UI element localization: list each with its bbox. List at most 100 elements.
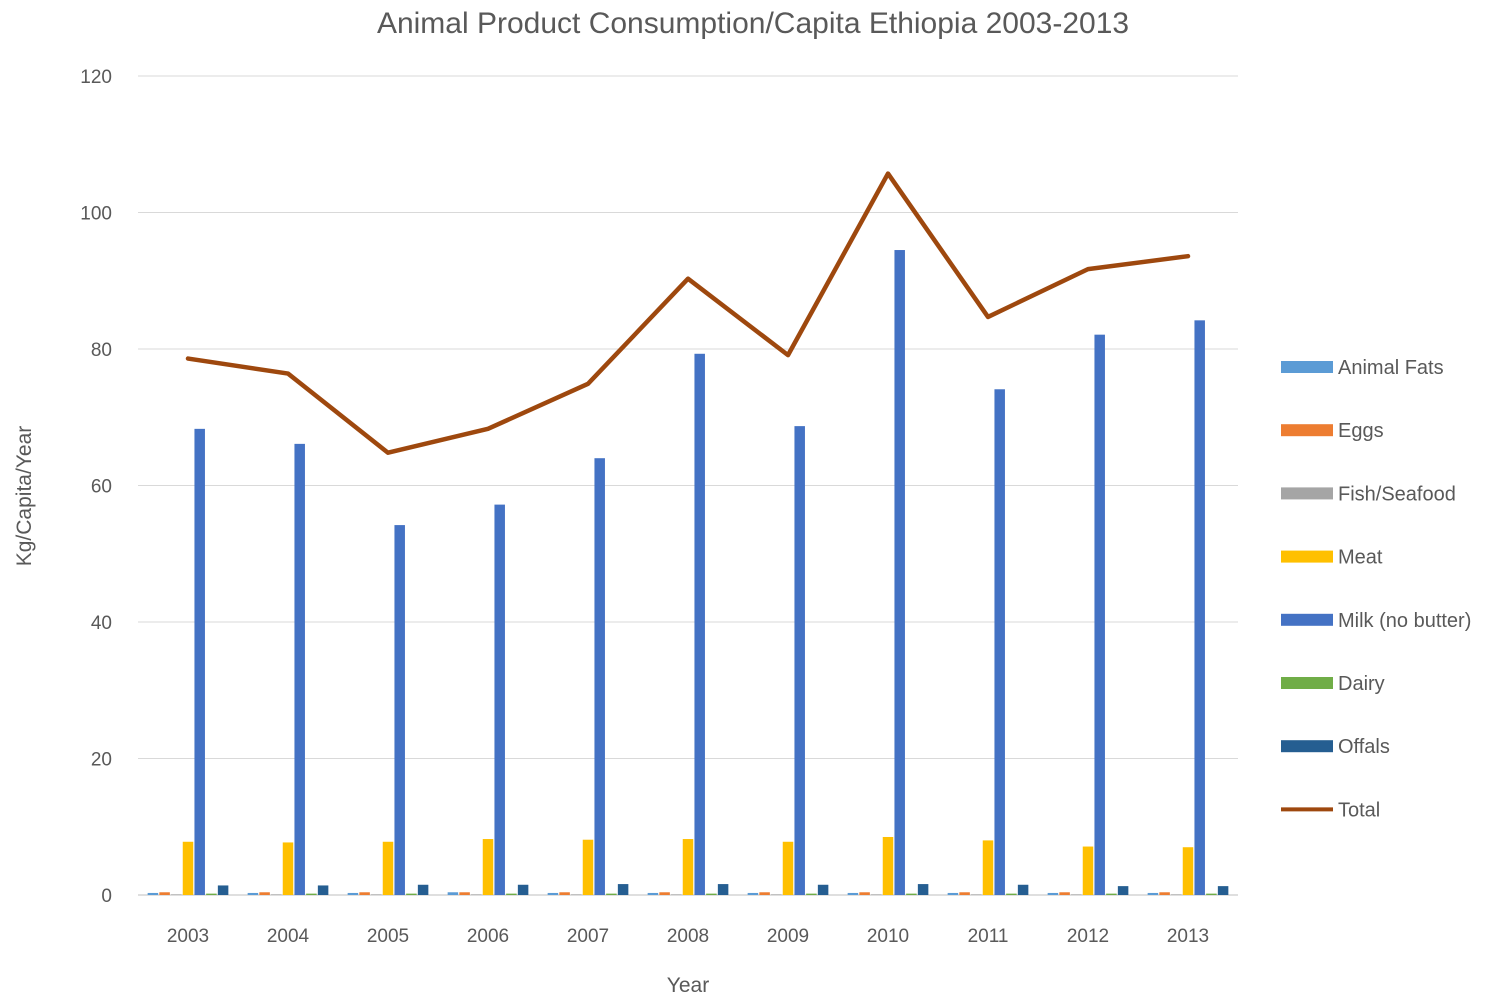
bar-eggs-2013 bbox=[1159, 892, 1170, 895]
bar-eggs-2011 bbox=[959, 892, 970, 895]
bar-dairy-2006 bbox=[506, 893, 517, 895]
legend-swatch bbox=[1281, 487, 1333, 500]
bar-animal-fats-2003 bbox=[147, 892, 159, 895]
x-tick-label: 2004 bbox=[267, 926, 310, 947]
bar-eggs-2009 bbox=[759, 892, 770, 895]
legend-label: Dairy bbox=[1338, 673, 1385, 695]
legend-label: Animal Fats bbox=[1338, 357, 1444, 379]
bar-milk-no-butter-2013 bbox=[1194, 320, 1205, 896]
x-tick-label: 2005 bbox=[367, 926, 409, 947]
bar-animal-fats-2004 bbox=[247, 892, 259, 895]
bar-milk-no-butter-2003 bbox=[194, 428, 205, 895]
bar-offals-2009 bbox=[817, 884, 829, 895]
bar-offals-2006 bbox=[517, 884, 529, 895]
bar-meat-2006 bbox=[482, 839, 494, 895]
legend-item: Milk (no butter) bbox=[1281, 610, 1471, 632]
x-tick-label: 2006 bbox=[467, 926, 509, 947]
y-tick-label: 40 bbox=[91, 613, 112, 634]
bar-offals-2013 bbox=[1217, 886, 1229, 895]
bar-fish-seafood-2012 bbox=[1071, 894, 1082, 895]
bar-meat-2012 bbox=[1082, 846, 1094, 895]
bar-milk-no-butter-2007 bbox=[594, 458, 605, 895]
bar-meat-2010 bbox=[882, 836, 894, 895]
legend-label: Eggs bbox=[1338, 420, 1384, 442]
legend-item: Dairy bbox=[1281, 673, 1385, 695]
bar-offals-2004 bbox=[317, 885, 329, 895]
bar-eggs-2007 bbox=[559, 892, 570, 895]
bar-meat-2008 bbox=[682, 839, 694, 895]
bar-dairy-2004 bbox=[306, 893, 317, 895]
bar-eggs-2010 bbox=[859, 892, 870, 895]
bar-meat-2011 bbox=[982, 840, 994, 895]
total-line bbox=[185, 171, 1191, 455]
legend-label: Meat bbox=[1338, 547, 1383, 569]
legend-item: Offals bbox=[1281, 736, 1390, 758]
bar-dairy-2011 bbox=[1006, 893, 1017, 895]
bar-milk-no-butter-2008 bbox=[694, 353, 705, 896]
bar-offals-2007 bbox=[617, 884, 629, 895]
bars bbox=[147, 250, 1229, 896]
bar-animal-fats-2010 bbox=[847, 892, 859, 895]
bar-dairy-2008 bbox=[706, 893, 717, 895]
bar-eggs-2008 bbox=[659, 892, 670, 895]
bar-animal-fats-2011 bbox=[947, 892, 959, 895]
x-tick-label: 2003 bbox=[167, 926, 209, 947]
bar-offals-2010 bbox=[917, 884, 929, 895]
bar-animal-fats-2008 bbox=[647, 892, 659, 895]
bar-animal-fats-2012 bbox=[1047, 892, 1059, 895]
line-total bbox=[185, 171, 1191, 455]
legend-swatch bbox=[1281, 550, 1333, 563]
legend-label: Offals bbox=[1338, 736, 1390, 758]
bar-dairy-2009 bbox=[806, 893, 817, 895]
legend-item: Total bbox=[1281, 799, 1380, 821]
bar-milk-no-butter-2012 bbox=[1094, 334, 1105, 896]
legend-label: Fish/Seafood bbox=[1338, 483, 1456, 505]
y-tick-label: 100 bbox=[80, 204, 112, 225]
bar-fish-seafood-2003 bbox=[171, 894, 182, 895]
bar-meat-2005 bbox=[382, 841, 394, 895]
y-tick-label: 20 bbox=[91, 750, 112, 771]
bar-meat-2004 bbox=[282, 842, 294, 895]
bar-fish-seafood-2008 bbox=[671, 894, 682, 895]
x-tick-label: 2009 bbox=[767, 926, 809, 947]
bar-dairy-2010 bbox=[906, 893, 917, 895]
y-tick-label: 0 bbox=[101, 886, 112, 907]
legend-item: Animal Fats bbox=[1281, 357, 1444, 379]
bar-animal-fats-2009 bbox=[747, 892, 759, 895]
bar-milk-no-butter-2005 bbox=[394, 525, 405, 895]
bar-offals-2003 bbox=[217, 885, 229, 895]
bar-milk-no-butter-2004 bbox=[294, 443, 305, 895]
legend: Animal Fats Eggs Fish/Seafood Meat Milk (no … bbox=[1281, 357, 1471, 821]
x-axis-ticks: 2003 2004 2005 2006 2007 2008 2009 2010 2011 2012… bbox=[167, 926, 1209, 947]
bar-animal-fats-2013 bbox=[1147, 892, 1159, 895]
bar-fish-seafood-2010 bbox=[871, 894, 882, 895]
bar-offals-2012 bbox=[1117, 886, 1129, 895]
bar-dairy-2003 bbox=[206, 893, 217, 895]
bar-fish-seafood-2007 bbox=[571, 894, 582, 895]
gridlines bbox=[138, 75, 1238, 896]
legend-swatch bbox=[1281, 424, 1333, 437]
bar-eggs-2006 bbox=[459, 892, 470, 895]
bar-eggs-2012 bbox=[1059, 892, 1070, 895]
y-tick-label: 120 bbox=[80, 67, 112, 88]
legend-item: Meat bbox=[1281, 547, 1383, 569]
x-tick-label: 2010 bbox=[867, 926, 909, 947]
bar-fish-seafood-2004 bbox=[271, 894, 282, 895]
y-axis-ticks: 0 20 40 60 80 100 120 bbox=[80, 67, 112, 907]
bar-fish-seafood-2006 bbox=[471, 894, 482, 895]
y-tick-label: 80 bbox=[91, 340, 112, 361]
bar-eggs-2004 bbox=[259, 892, 270, 895]
x-tick-label: 2008 bbox=[667, 926, 709, 947]
y-tick-label: 60 bbox=[91, 477, 112, 498]
x-tick-label: 2007 bbox=[567, 926, 609, 947]
bar-fish-seafood-2009 bbox=[771, 894, 782, 895]
x-tick-label: 2013 bbox=[1167, 926, 1209, 947]
legend-label: Total bbox=[1338, 799, 1380, 821]
bar-meat-2003 bbox=[182, 841, 194, 895]
bar-offals-2008 bbox=[717, 884, 729, 895]
bar-fish-seafood-2013 bbox=[1171, 894, 1182, 895]
x-axis-label: Year bbox=[667, 974, 709, 996]
bar-animal-fats-2005 bbox=[347, 892, 359, 895]
legend-swatch bbox=[1281, 740, 1333, 753]
